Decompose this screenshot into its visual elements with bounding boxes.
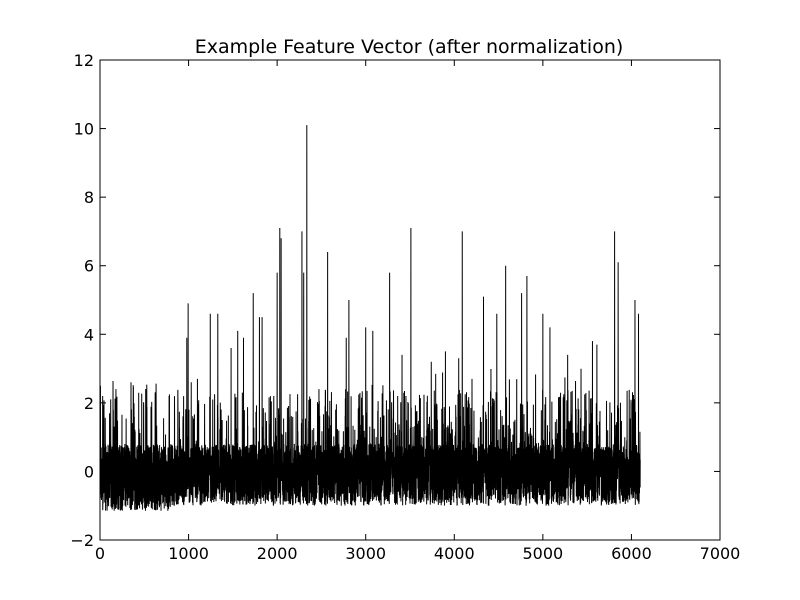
feature-series-line [99,125,641,511]
x-tick-label: 5000 [522,544,563,563]
y-tick-label: 0 [84,462,94,481]
y-tick-label: 2 [84,394,94,413]
x-axis: 0 1000 2000 3000 4000 5000 6000 7000 [95,60,740,563]
x-tick-label: 2000 [257,544,298,563]
y-tick-label: −2 [70,531,94,550]
x-tick-label: 7000 [700,544,741,563]
x-tick-label: 1000 [168,544,209,563]
y-tick-label: 6 [84,257,94,276]
y-tick-label: 12 [74,51,94,70]
y-axis: −2 0 2 4 6 8 10 12 [70,51,720,550]
y-tick-label: 4 [84,325,94,344]
plot-frame [99,59,721,541]
x-tick-label: 0 [95,544,105,563]
x-tick-label: 4000 [434,544,475,563]
series-line-group [99,125,641,511]
x-tick-label: 6000 [611,544,652,563]
y-tick-label: 8 [84,188,94,207]
x-tick-label: 3000 [345,544,386,563]
y-tick-label: 10 [74,120,94,139]
chart-title: Example Feature Vector (after normalizat… [195,36,624,58]
